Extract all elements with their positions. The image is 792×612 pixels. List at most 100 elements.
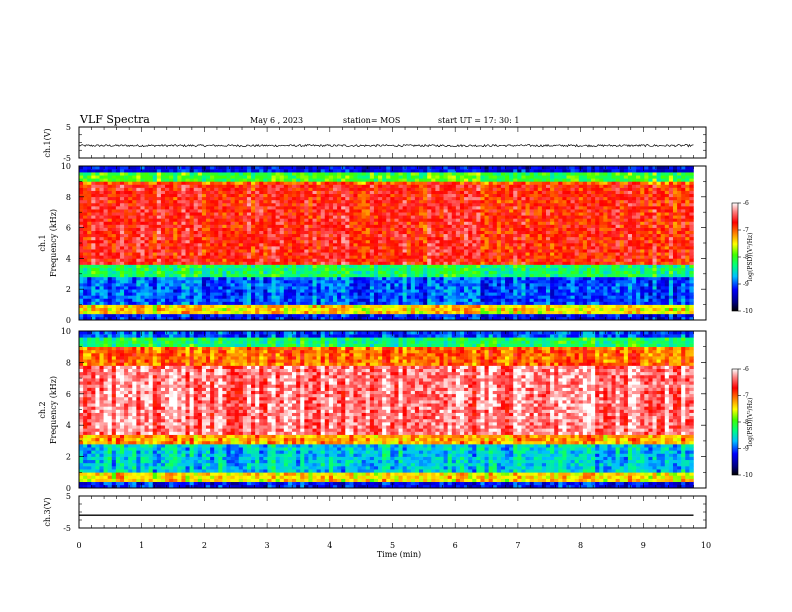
ch1-spectrogram-cell <box>648 233 653 238</box>
ch1-spectrogram-cell <box>595 249 600 253</box>
ch1-spectrogram-cell <box>611 227 616 231</box>
ch1-spectrogram-cell <box>160 307 166 312</box>
ch1-spectrogram-cell <box>496 279 502 284</box>
ch1-spectrogram-cell <box>443 313 448 318</box>
ch1-spectrogram-cell <box>255 307 260 312</box>
ch1-spectrogram-cell <box>99 221 104 225</box>
ch1-spectrogram-cell <box>562 298 567 302</box>
ch1-spectrogram-cell <box>443 249 448 253</box>
ch1-spectrogram-cell <box>431 298 436 302</box>
ch1-spectrogram-cell <box>574 298 580 302</box>
ch1-spectrogram-cell <box>292 289 297 293</box>
ch1-spectrogram-cell <box>455 270 461 275</box>
ch1-spectrogram-cell <box>656 224 661 228</box>
ch1-spectrogram-cell <box>427 298 432 302</box>
ch1-spectrogram-cell <box>148 316 154 321</box>
ch1-spectrogram-cell <box>623 279 629 284</box>
ch1-spectrogram-cell <box>197 273 203 278</box>
ch1-spectrogram-cell <box>337 255 342 259</box>
ch1-spectrogram-cell <box>287 301 293 305</box>
ch1-spectrogram-cell <box>439 246 444 250</box>
ch1-spectrogram-cell <box>185 267 190 272</box>
ch1-spectrogram-cell <box>197 313 203 318</box>
ch1-spectrogram-cell <box>439 264 444 268</box>
ch1-spectrogram-cell <box>459 307 465 312</box>
ch1-spectrogram-cell <box>292 224 297 228</box>
ch1-spectrogram-cell <box>128 283 133 287</box>
ch1-spectrogram-cell <box>398 227 403 231</box>
ch1-spectrogram-cell <box>259 230 264 235</box>
ch1-spectrogram-cell <box>619 270 625 275</box>
ch1-spectrogram-cell <box>152 313 158 318</box>
ch1-spectrogram-cell <box>214 227 219 231</box>
ch1-spectrogram-cell <box>586 276 592 281</box>
ch1-spectrogram-cell <box>337 273 342 278</box>
ch1-spectrogram-cell <box>353 218 358 222</box>
ch1-spectrogram-cell <box>525 261 530 265</box>
ch1-spectrogram-cell <box>632 264 637 268</box>
ch1-spectrogram-cell <box>607 252 612 256</box>
ch1-spectrogram-cell <box>230 307 235 312</box>
ch1-spectrogram-cell <box>369 261 375 265</box>
ch1-spectrogram-cell <box>402 261 408 265</box>
ch1-spectrogram-cell <box>95 286 100 290</box>
ch1-spectrogram-cell <box>242 304 248 308</box>
ch1-spectrogram-cell <box>394 307 399 312</box>
ch1-spectrogram-cell <box>316 307 321 312</box>
ch1-spectrogram-cell <box>533 283 539 287</box>
ch1-spectrogram-cell <box>599 283 604 287</box>
ch1-spectrogram-cell <box>476 307 481 312</box>
ch1-spectrogram-cell <box>107 276 113 281</box>
ch1-spectrogram-cell <box>332 233 338 238</box>
ch1-spectrogram-cell <box>574 224 580 228</box>
ch1-spectrogram-cell <box>345 286 350 290</box>
ch1-spectrogram-cell <box>644 264 649 268</box>
ch1-spectrogram-cell <box>103 221 108 225</box>
ch1-spectrogram-cell <box>205 304 211 308</box>
ch1-spectrogram-cell <box>677 295 682 299</box>
ch1-spectrogram-cell <box>283 218 289 222</box>
ch1-spectrogram-cell <box>578 307 584 312</box>
ch1-spectrogram-cell <box>529 276 534 281</box>
ch1-spectrogram-cell <box>509 252 514 256</box>
ch1-spectrogram-cell <box>443 304 448 308</box>
ch1-spectrogram-cell <box>177 252 182 256</box>
ch1-spectrogram-cell <box>177 289 182 293</box>
ch1-spectrogram-cell <box>468 230 473 235</box>
ch1-spectrogram-cell <box>156 264 162 268</box>
ch1-spectrogram-cell <box>685 227 690 231</box>
ch1-spectrogram-cell <box>99 298 104 302</box>
ch1-spectrogram-cell <box>459 246 465 250</box>
ch1-spectrogram-cell <box>201 261 207 265</box>
ch1-spectrogram-cell <box>632 261 637 265</box>
ch1-spectrogram-cell <box>87 298 92 302</box>
ch1-spectrogram-cell <box>251 270 256 275</box>
ch1-spectrogram-cell <box>627 258 633 262</box>
ch1-spectrogram-cell <box>640 273 645 278</box>
ch1-spectrogram-cell <box>287 298 293 302</box>
ch1-spectrogram-cell <box>406 264 412 268</box>
ch1-spectrogram-cell <box>152 289 158 293</box>
ch1-spectrogram-cell <box>488 301 494 305</box>
ch1-spectrogram-cell <box>591 310 596 315</box>
ch1-spectrogram-cell <box>492 301 498 305</box>
ch1-spectrogram-cell <box>648 236 653 241</box>
ch1-spectrogram-cell <box>529 298 534 302</box>
ch1-spectrogram-cell <box>566 286 571 290</box>
ch1-spectrogram-cell <box>275 310 281 315</box>
ch1-spectrogram-cell <box>259 292 264 296</box>
ch1-spectrogram-cell <box>509 261 514 265</box>
ch1-spectrogram-cell <box>484 261 489 265</box>
ch1-spectrogram-cell <box>591 236 596 241</box>
ch1-spectrogram-cell <box>148 255 154 259</box>
ch1-spectrogram-cell <box>468 239 473 244</box>
ch1-spectrogram-cell <box>349 233 354 238</box>
ch1-spectrogram-cell <box>140 246 145 250</box>
ch1-spectrogram-cell <box>660 295 666 299</box>
ch1-spectrogram-cell <box>550 258 555 262</box>
ch1-spectrogram-cell <box>558 313 563 318</box>
ch1-spectrogram-cell <box>591 233 596 238</box>
ch1-spectrogram-cell <box>279 301 285 305</box>
ch1-spectrogram-cell <box>205 218 211 222</box>
ch1-spectrogram-cell <box>652 279 657 284</box>
